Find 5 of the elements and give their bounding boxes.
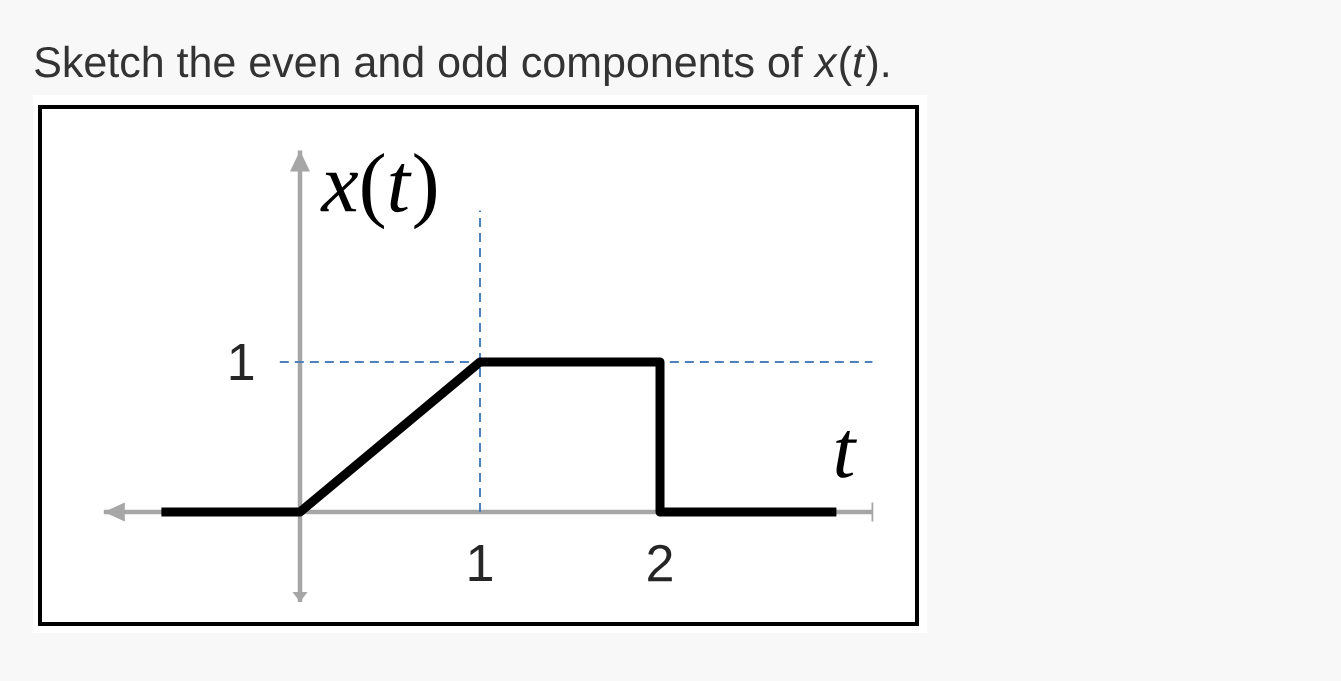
- chart-title: Sketch the even and odd components of x(t).: [35, 45, 888, 86]
- y-axis-title: x(t): [320, 153, 436, 230]
- x-tick-label: 2: [648, 544, 672, 582]
- ref-line-label: 1: [230, 344, 254, 380]
- x-axis-title: t: [836, 430, 857, 478]
